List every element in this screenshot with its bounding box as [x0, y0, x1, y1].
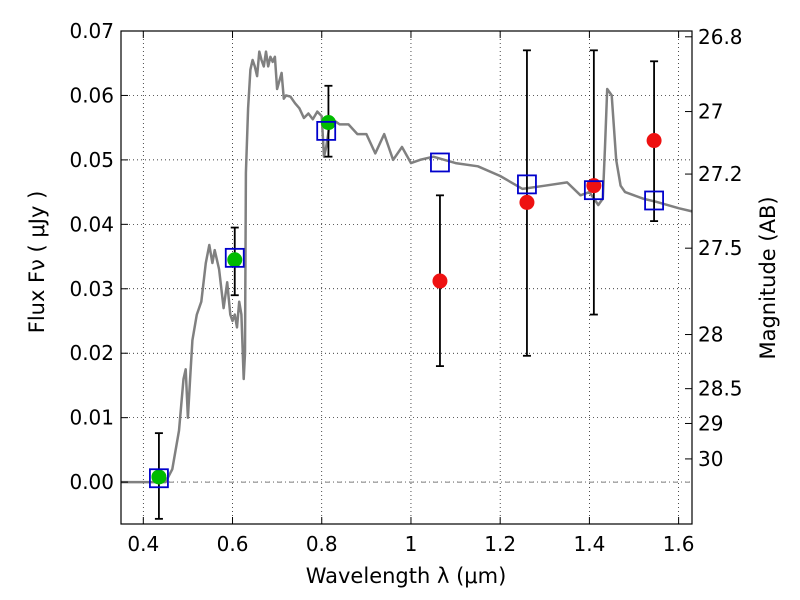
model-flux-square-2	[316, 120, 337, 141]
data-point-s2-1	[519, 194, 535, 210]
y-tick-label-0: 0.00	[69, 470, 114, 494]
mag-tick-label-7: 30	[698, 447, 723, 471]
y-axis-title-right: Magnitude (AB)	[756, 196, 780, 359]
x-tick-label-6: 1.6	[663, 532, 695, 556]
x-tick-label-3: 1	[405, 532, 418, 556]
y-tick-label-1: 0.01	[69, 406, 114, 430]
error-bars	[154, 49, 659, 520]
x-tick-labels: 0.4 0.6 0.8 1 1.2 1.4 1.6	[127, 532, 694, 556]
y-tick-label-5: 0.05	[69, 148, 114, 172]
data-point-s2-0	[432, 273, 448, 289]
model-spectrum-line	[121, 50, 693, 484]
magnitude-tick-labels: 26.8 27 27.2 27.5 28 28.5 29 30	[698, 25, 743, 471]
mag-tick-label-5: 28.5	[698, 377, 743, 401]
x-tick-label-0: 0.4	[127, 532, 159, 556]
y-tick-label-7: 0.07	[69, 19, 114, 43]
tick-marks	[121, 30, 692, 524]
y-tick-label-4: 0.04	[69, 212, 114, 236]
plot-frame	[120, 30, 693, 525]
data-point-s2-3	[646, 133, 662, 149]
y-tick-label-3: 0.03	[69, 277, 114, 301]
model-flux-square-1	[224, 247, 245, 268]
model-flux-square-4	[517, 174, 537, 195]
x-tick-label-2: 0.8	[306, 532, 338, 556]
model-flux-square-6	[644, 190, 664, 211]
data-point-s1-1	[227, 252, 243, 268]
model-flux-square-5	[583, 180, 604, 201]
model-flux-square-3	[430, 152, 450, 173]
mag-tick-label-2: 27.2	[698, 162, 743, 186]
x-tick-label-5: 1.4	[573, 532, 605, 556]
model-spectrum	[121, 50, 693, 484]
x-tick-label-1: 0.6	[217, 532, 249, 556]
y-tick-label-2: 0.02	[69, 341, 114, 365]
x-axis-title: Wavelength λ (μm)	[306, 564, 507, 588]
model-flux-square-0	[149, 468, 169, 489]
x-tick-label-4: 1.2	[484, 532, 516, 556]
y-axis-title-left: Flux Fν ( μJy )	[25, 191, 49, 334]
mag-tick-label-4: 28	[698, 323, 723, 347]
mag-tick-label-1: 27	[698, 100, 723, 124]
mag-tick-label-0: 26.8	[698, 25, 743, 49]
mag-tick-label-6: 29	[698, 411, 723, 435]
model-flux-squares	[149, 120, 664, 489]
data-point-s1-0	[151, 469, 167, 485]
y-tick-labels: 0.00 0.01 0.02 0.03 0.04 0.05 0.06 0.07	[69, 19, 114, 494]
mag-tick-label-3: 27.5	[698, 236, 743, 260]
y-tick-label-6: 0.06	[69, 83, 114, 107]
